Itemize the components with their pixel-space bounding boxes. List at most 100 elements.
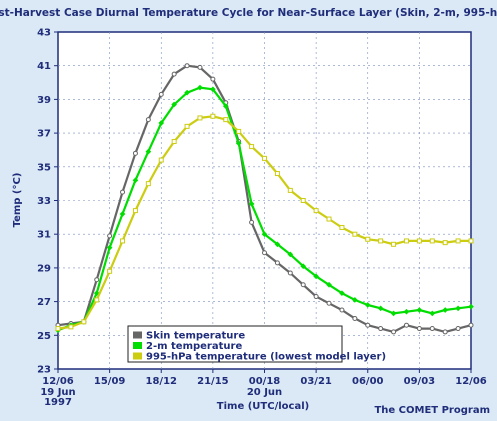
y-axis-label: Temp (°C) [12, 173, 23, 228]
data-point [468, 238, 474, 244]
data-point [300, 263, 307, 270]
data-point [429, 238, 435, 244]
data-point [365, 322, 371, 328]
series-layer [55, 63, 474, 335]
data-point [210, 113, 216, 119]
data-point [365, 236, 371, 242]
data-point [468, 322, 474, 328]
legend-swatch [133, 331, 142, 339]
series-1 [55, 63, 474, 335]
legend-label: 2-m temperature [146, 341, 242, 352]
data-point [378, 326, 384, 332]
data-point [235, 140, 242, 147]
data-point [93, 290, 100, 296]
data-point [429, 326, 435, 332]
y-tick-label: 25 [37, 331, 51, 342]
y-tick-label: 33 [37, 196, 51, 207]
data-point [313, 294, 319, 300]
data-point [442, 240, 448, 246]
data-point [236, 128, 242, 134]
y-tick-label: 39 [37, 95, 51, 106]
data-point [391, 241, 397, 247]
y-tick-label: 29 [37, 263, 51, 274]
data-point [145, 117, 151, 123]
data-point [132, 150, 138, 156]
data-point [326, 300, 332, 306]
data-point [416, 307, 423, 313]
x-tick-sublabel: 1997 [44, 397, 72, 408]
x-axis-label: Time (UTC/local) [217, 401, 309, 412]
data-point [339, 224, 345, 230]
data-point [107, 233, 113, 239]
data-point [313, 273, 319, 280]
data-point [364, 302, 371, 308]
data-point [352, 315, 358, 321]
data-point [145, 148, 152, 155]
data-point [326, 216, 332, 222]
data-point [210, 76, 216, 82]
data-point [274, 260, 280, 266]
data-point [94, 277, 100, 283]
data-point [184, 63, 190, 69]
data-point [287, 187, 293, 193]
x-tick-label: 12/06 [42, 376, 74, 387]
data-point [455, 238, 461, 244]
data-point [222, 103, 229, 109]
data-point [416, 326, 422, 332]
data-point [274, 171, 280, 177]
data-point [158, 91, 164, 97]
data-point [223, 117, 229, 123]
data-point [249, 144, 255, 150]
data-point [326, 281, 332, 288]
data-point [120, 238, 126, 244]
data-point [390, 310, 397, 317]
x-tick-label: 06/00 [352, 376, 384, 387]
data-point [197, 84, 203, 91]
legend-box [127, 325, 343, 363]
axis-ticks: 23 25 27 29 31 33 35 37 39 41 43 12/06 15/09 18/12 21/… [37, 28, 487, 409]
data-point [55, 326, 61, 332]
y-tick-label: 27 [37, 297, 51, 308]
data-point [442, 329, 448, 335]
data-point [81, 319, 87, 325]
legend-swatch [133, 342, 142, 349]
data-point [184, 89, 190, 96]
y-tick-label: 41 [37, 61, 51, 72]
y-tick-label: 23 [37, 365, 51, 376]
data-point [339, 290, 345, 296]
data-point [197, 64, 203, 70]
data-point [442, 307, 449, 313]
x-tick-label: 21/15 [197, 376, 229, 387]
data-point [468, 303, 474, 310]
legend-swatch [133, 352, 142, 360]
data-point [262, 155, 267, 161]
data-point [287, 251, 294, 258]
data-point [158, 120, 165, 126]
data-point [132, 177, 139, 184]
data-point [403, 308, 410, 315]
x-tick-label: 12/06 [455, 376, 487, 387]
x-tick-label: 03/21 [300, 376, 332, 387]
data-point [184, 123, 190, 129]
legend-label: 995-hPa temperature (lowest model layer) [146, 352, 386, 363]
data-point [132, 208, 138, 214]
data-point [94, 297, 100, 303]
x-tick-label: 15/09 [94, 376, 126, 387]
data-point [313, 208, 319, 214]
data-point [68, 324, 74, 330]
data-point [107, 268, 113, 274]
x-tick-label: 18/12 [146, 376, 178, 387]
data-point [339, 307, 345, 313]
data-point [429, 310, 436, 317]
data-point [377, 305, 384, 312]
data-point [261, 231, 268, 238]
x-tick-sublabel: 20 Jun [247, 387, 282, 398]
data-point [171, 71, 177, 77]
chart-title: Post-Harvest Case Diurnal Temperature Cy… [0, 7, 497, 19]
data-point [210, 86, 216, 93]
data-point [145, 181, 151, 187]
data-point [287, 270, 293, 276]
data-point [455, 326, 461, 332]
data-point [197, 115, 203, 121]
